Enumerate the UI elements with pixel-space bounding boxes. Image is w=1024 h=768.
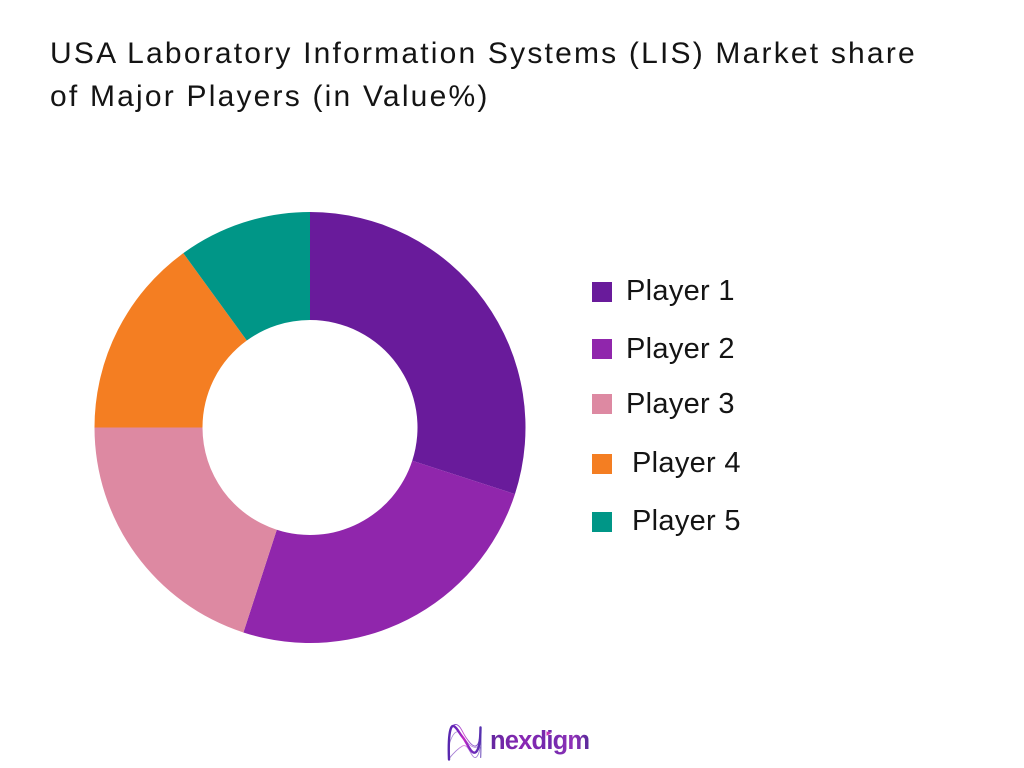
svg-text:nexdigm: nexdigm [490,727,589,755]
